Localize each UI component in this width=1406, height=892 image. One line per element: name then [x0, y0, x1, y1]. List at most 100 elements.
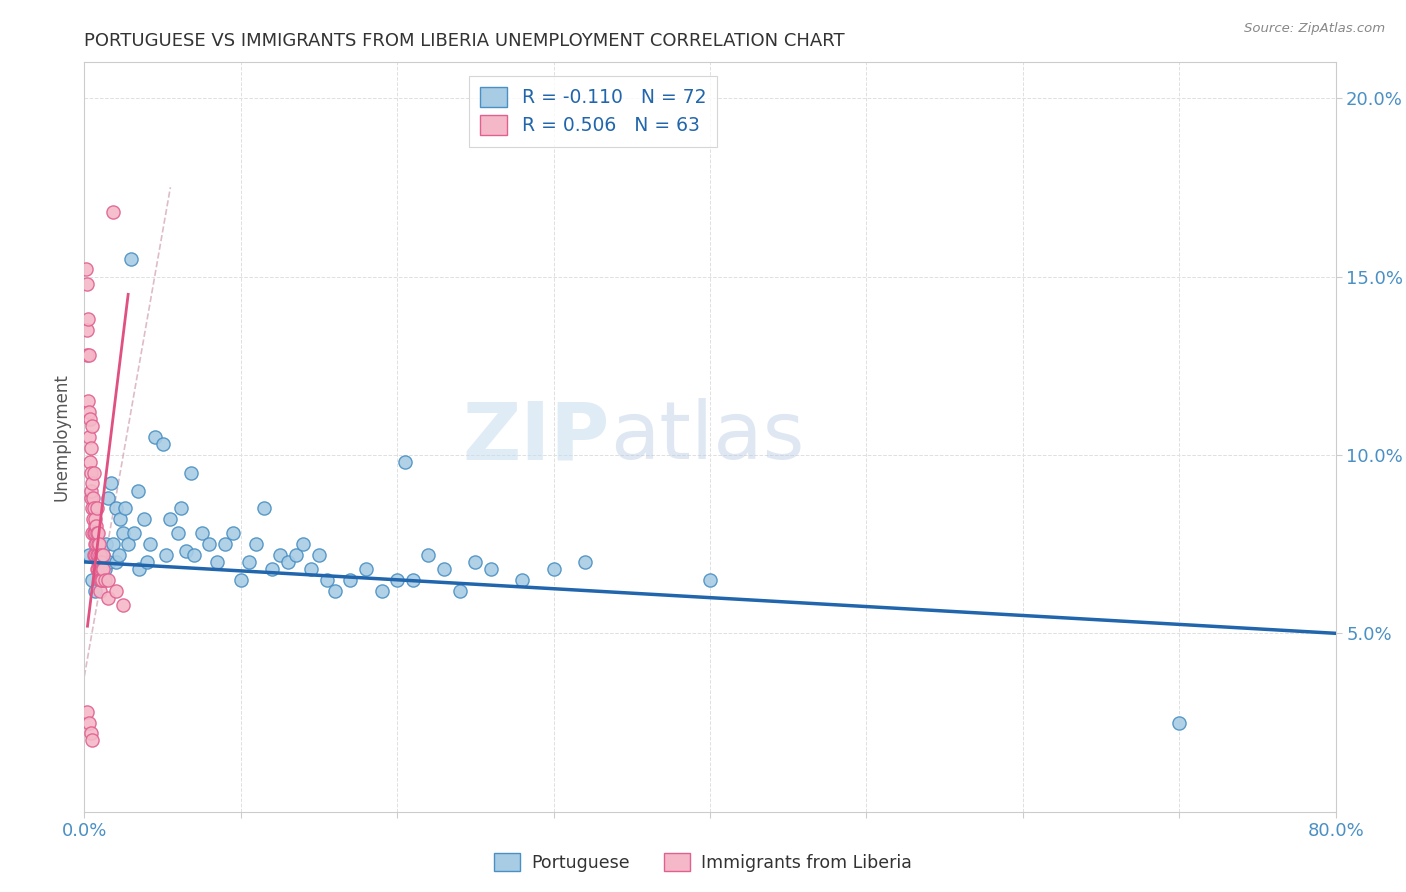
Point [82, 573, 104, 587]
Point [80, 483, 103, 498]
Point [89, 537, 111, 551]
Point [83, 548, 105, 562]
Point [87, 562, 110, 576]
Point [89, 562, 111, 576]
Point [354, 562, 377, 576]
Point [370, 583, 392, 598]
Point [93, 573, 115, 587]
Point [86, 537, 108, 551]
Point [82, 491, 104, 505]
Point [96, 537, 118, 551]
Point [284, 548, 307, 562]
Point [97, 573, 120, 587]
Point [77, 405, 100, 419]
Point [86, 526, 108, 541]
Point [90, 573, 112, 587]
Point [83, 501, 105, 516]
Point [91, 562, 114, 576]
Point [77, 548, 100, 562]
Point [238, 555, 260, 569]
Point [93, 562, 115, 576]
Point [104, 555, 127, 569]
Point [402, 573, 425, 587]
Point [82, 501, 104, 516]
Text: PORTUGUESE VS IMMIGRANTS FROM LIBERIA UNEMPLOYMENT CORRELATION CHART: PORTUGUESE VS IMMIGRANTS FROM LIBERIA UN… [84, 32, 845, 50]
Point [253, 501, 276, 516]
Point [136, 555, 159, 569]
Point [174, 544, 197, 558]
Legend: R = -0.110   N = 72, R = 0.506   N = 63: R = -0.110 N = 72, R = 0.506 N = 63 [470, 76, 717, 146]
Point [132, 512, 155, 526]
Point [79, 726, 101, 740]
Point [117, 537, 139, 551]
Point [574, 555, 596, 569]
Text: Source: ZipAtlas.com: Source: ZipAtlas.com [1244, 22, 1385, 36]
Point [79, 491, 101, 505]
Point [86, 548, 108, 562]
Point [82, 526, 104, 541]
Point [180, 466, 202, 480]
Point [83, 526, 105, 541]
Text: ZIP: ZIP [463, 398, 610, 476]
Point [86, 537, 108, 551]
Point [292, 537, 315, 551]
Point [76, 277, 98, 291]
Point [143, 430, 166, 444]
Point [90, 562, 112, 576]
Point [84, 548, 107, 562]
Point [222, 526, 245, 541]
Point [77, 394, 100, 409]
Point [87, 526, 110, 541]
Point [245, 537, 267, 551]
Point [183, 548, 205, 562]
Point [79, 466, 101, 480]
Point [84, 537, 107, 551]
Point [269, 548, 291, 562]
Point [83, 526, 105, 541]
Point [98, 555, 121, 569]
Point [75, 262, 97, 277]
Point [89, 583, 111, 598]
Point [464, 555, 486, 569]
Point [699, 573, 721, 587]
Point [100, 476, 122, 491]
Point [76, 705, 98, 719]
Point [107, 548, 129, 562]
Point [83, 466, 105, 480]
Point [155, 548, 177, 562]
Point [84, 526, 107, 541]
Point [84, 519, 107, 533]
Point [127, 483, 149, 498]
Point [110, 512, 132, 526]
Point [86, 562, 108, 576]
Point [90, 573, 112, 587]
Point [128, 562, 150, 576]
Point [394, 455, 416, 469]
Point [89, 573, 111, 587]
Point [299, 562, 322, 576]
Point [543, 562, 565, 576]
Point [512, 573, 534, 587]
Point [83, 537, 105, 551]
Point [82, 476, 104, 491]
Point [277, 555, 299, 569]
Point [323, 583, 346, 598]
Text: atlas: atlas [610, 398, 804, 476]
Point [229, 573, 252, 587]
Point [198, 537, 221, 551]
Point [112, 598, 135, 612]
Point [433, 562, 456, 576]
Point [77, 715, 100, 730]
Point [418, 548, 440, 562]
Point [87, 562, 110, 576]
Y-axis label: Unemployment: Unemployment [52, 373, 70, 501]
Point [339, 573, 361, 587]
Legend: Portuguese, Immigrants from Liberia: Portuguese, Immigrants from Liberia [488, 847, 918, 879]
Point [87, 548, 110, 562]
Point [101, 205, 124, 219]
Point [84, 583, 107, 598]
Point [207, 555, 229, 569]
Point [79, 441, 101, 455]
Point [77, 348, 100, 362]
Point [159, 512, 181, 526]
